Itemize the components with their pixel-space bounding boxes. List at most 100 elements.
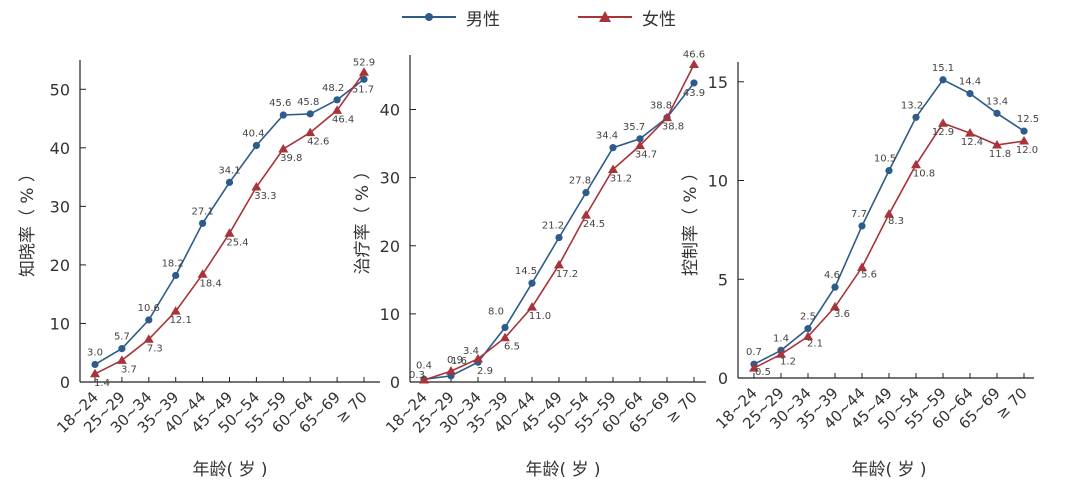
data-label-female: 11.0 xyxy=(529,311,551,322)
data-label-male: 48.2 xyxy=(322,83,344,94)
data-label-male: 13.4 xyxy=(986,96,1008,107)
data-label-male: 34.4 xyxy=(596,131,618,142)
y-tick-label: 0 xyxy=(390,373,400,392)
data-point-female xyxy=(992,139,1002,149)
data-point-male xyxy=(912,113,920,121)
data-point-male xyxy=(225,178,234,186)
data-point-female xyxy=(473,353,483,363)
data-label-male: 3.0 xyxy=(87,347,103,358)
data-label-female: 3.6 xyxy=(834,309,850,320)
data-point-female xyxy=(527,302,537,311)
y-axis-title: 治疗率（ % ） xyxy=(353,163,373,275)
data-point-female xyxy=(305,127,316,137)
data-label-female: 46.6 xyxy=(683,50,705,61)
y-tick-label: 30 xyxy=(50,197,70,216)
y-tick-label: 30 xyxy=(380,169,400,188)
data-point-female xyxy=(965,128,975,137)
y-tick-label: 10 xyxy=(380,305,400,324)
y-tick-label: 50 xyxy=(50,80,70,99)
legend-male-marker-icon xyxy=(402,13,456,21)
y-axis-title: 知晓率（ % ） xyxy=(18,165,38,277)
data-point-female xyxy=(857,262,867,271)
data-label-male: 2.5 xyxy=(800,312,816,323)
data-point-female xyxy=(581,210,591,219)
data-label-female: 1.4 xyxy=(94,378,110,389)
data-label-female: 3.4 xyxy=(463,346,479,357)
data-point-female xyxy=(635,140,645,150)
data-label-female: 39.8 xyxy=(280,153,302,164)
data-label-female: 8.3 xyxy=(888,216,904,227)
data-label-female: 25.4 xyxy=(226,237,248,248)
data-label-male: 0.7 xyxy=(746,347,762,358)
data-label-female: 52.9 xyxy=(353,57,375,68)
data-label-male: 4.6 xyxy=(824,270,840,281)
data-point-male xyxy=(91,360,99,369)
data-point-female xyxy=(90,368,100,378)
data-point-male xyxy=(555,233,563,242)
x-axis-title: 年龄( 岁 ) xyxy=(192,460,267,480)
data-label-male: 40.4 xyxy=(242,128,264,139)
data-label-female: 42.6 xyxy=(307,137,329,148)
legend-item-male: 男性 xyxy=(400,6,500,30)
data-label-male: 15.1 xyxy=(932,63,954,74)
data-label-female: 11.8 xyxy=(989,149,1011,160)
data-label-female: 12.9 xyxy=(932,127,954,138)
data-point-female xyxy=(143,334,154,343)
data-label-male: 7.7 xyxy=(851,209,867,220)
data-label-female: 12.0 xyxy=(1016,145,1038,156)
data-point-male xyxy=(966,90,974,98)
legend-label-female: 女性 xyxy=(642,9,676,30)
data-point-male xyxy=(609,144,617,152)
data-point-male xyxy=(885,167,893,175)
data-point-female xyxy=(446,366,456,375)
data-label-female: 17.2 xyxy=(556,269,578,280)
data-point-male xyxy=(636,135,644,143)
y-tick-label: 5 xyxy=(718,270,728,289)
y-tick-label: 10 xyxy=(708,172,728,191)
y-tick-label: 20 xyxy=(50,256,70,275)
data-point-male xyxy=(360,75,368,83)
data-label-male: 43.9 xyxy=(683,88,705,99)
legend-item-female: 女性 xyxy=(576,6,676,30)
data-point-male xyxy=(690,79,698,87)
data-point-female xyxy=(554,259,564,269)
data-label-male: 14.4 xyxy=(959,77,981,88)
data-point-male xyxy=(528,279,536,287)
data-point-male xyxy=(1020,127,1028,135)
data-label-male: 14.5 xyxy=(515,266,537,277)
data-label-female: 0.5 xyxy=(755,367,771,378)
x-tick-label: ≥ 70 xyxy=(332,388,370,426)
data-point-female xyxy=(278,143,289,153)
data-label-female: 1.6 xyxy=(451,356,467,367)
data-label-male: 21.2 xyxy=(542,221,564,232)
data-point-female xyxy=(170,306,181,315)
data-label-male: 10.5 xyxy=(874,154,896,165)
data-label-female: 1.2 xyxy=(780,356,796,367)
data-label-female: 5.6 xyxy=(861,269,877,280)
data-label-male: 5.7 xyxy=(114,332,130,343)
y-tick-label: 0 xyxy=(60,373,70,392)
data-label-female: 18.4 xyxy=(199,278,221,289)
data-point-male xyxy=(831,283,839,291)
data-label-male: 45.6 xyxy=(269,98,291,109)
data-label-male: 0.4 xyxy=(416,360,432,371)
data-point-female xyxy=(830,301,840,311)
data-label-male: 18.2 xyxy=(162,258,184,269)
data-point-female xyxy=(500,332,510,342)
y-tick-label: 40 xyxy=(50,139,70,158)
data-label-female: 3.7 xyxy=(121,364,137,375)
data-point-female xyxy=(938,118,948,127)
data-label-female: 0.3 xyxy=(409,370,425,381)
data-point-male xyxy=(279,111,287,119)
data-label-female: 38.8 xyxy=(662,122,684,133)
legend-label-male: 男性 xyxy=(466,9,500,30)
data-label-female: 24.5 xyxy=(583,219,605,230)
data-label-male: 51.7 xyxy=(352,84,374,95)
data-label-female: 31.2 xyxy=(610,173,632,184)
data-label-female: 2.1 xyxy=(807,339,823,350)
data-label-male: 45.8 xyxy=(297,97,319,108)
data-point-female xyxy=(803,331,813,341)
legend: 男性 女性 xyxy=(0,0,1080,36)
data-label-female: 33.3 xyxy=(254,191,276,202)
data-point-male xyxy=(306,110,314,118)
